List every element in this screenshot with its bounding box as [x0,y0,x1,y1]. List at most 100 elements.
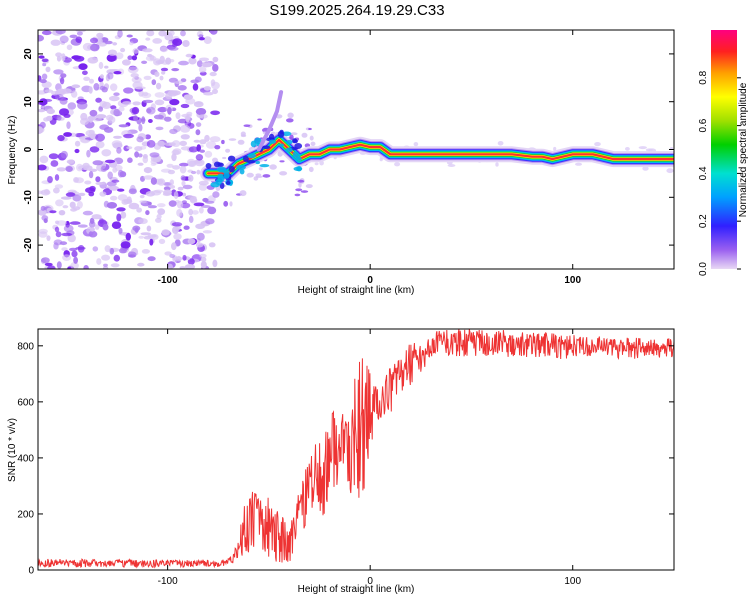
noise-blob [63,132,72,137]
noise-blob [88,171,94,179]
noise-blob [103,126,114,133]
noise-blob [193,101,204,108]
ridge-blob [205,163,212,169]
noise-blob [212,56,219,63]
noise-blob [60,196,72,200]
noise-blob [39,79,47,84]
noise-blob [294,193,301,197]
noise-blob [175,112,181,120]
noise-blob [38,55,45,59]
noise-blob [221,139,225,145]
noise-blob [77,101,88,110]
noise-blob [65,192,76,197]
noise-blob [59,35,69,44]
noise-blob [142,48,153,53]
noise-blob [212,191,220,198]
noise-blob [47,176,53,183]
noise-blob [269,164,277,170]
noise-blob [78,63,88,70]
noise-blob [132,48,140,54]
noise-blob [132,81,143,90]
noise-blob [38,228,48,234]
noise-blob [173,233,182,241]
noise-blob [183,225,190,230]
noise-blob [128,188,137,195]
ridge-blob [292,139,298,144]
noise-blob [38,108,46,113]
noise-blob [172,38,183,46]
noise-blob [172,226,179,235]
snr-ytick-label: 0 [28,566,34,577]
noise-blob [239,190,247,197]
noise-blob [60,73,67,78]
spectrogram-ytick-label: 10 [23,96,34,108]
noise-blob [164,33,174,41]
noise-blob [201,62,213,68]
colorbar-tick-label: 0.0 [698,262,709,276]
noise-blob [101,149,112,157]
ridge-spur [256,90,284,152]
noise-blob [92,160,104,166]
noise-blob [94,224,100,230]
noise-blob [447,164,456,167]
noise-blob [666,168,674,174]
noise-blob [71,55,81,60]
ridge-blob [217,176,225,183]
noise-blob [54,226,60,233]
noise-blob [127,157,133,163]
noise-blob [104,40,113,45]
noise-blob [83,265,89,269]
noise-blob [195,122,202,127]
spectrogram-xtick-label: 100 [564,275,581,286]
noise-blob [196,30,204,38]
noise-blob [161,70,166,75]
noise-blob [255,173,262,177]
noise-blob [495,162,499,167]
noise-blob [286,118,294,123]
spectrogram-ytick-label: 20 [23,48,34,60]
noise-blob [39,121,46,129]
noise-blob [73,177,79,183]
noise-blob [113,71,122,75]
noise-blob [154,99,165,106]
noise-blob [243,124,251,127]
noise-blob [90,37,98,44]
noise-blob [187,258,195,265]
noise-blob [154,71,160,77]
noise-blob [54,184,64,189]
snr-ticks: -100 0 100 0 200 400 600 800 [17,329,674,587]
noise-blob [140,118,146,122]
noise-blob [106,54,117,62]
noise-blob [212,88,218,95]
noise-blob [163,182,172,186]
ridge-blob [261,145,271,150]
noise-blob [62,254,72,261]
noise-blob [167,169,175,175]
ridge-blob [279,129,284,135]
noise-blob [179,266,186,269]
noise-blob [141,249,150,254]
noise-blob [198,66,207,73]
ridge-blob [216,166,227,173]
noise-blob [110,195,118,201]
noise-blob [209,30,218,35]
noise-blob [129,41,134,46]
noise-blob [99,191,107,197]
noise-blob [177,186,184,191]
ridge-blob [217,162,224,167]
noise-blob [118,227,123,234]
noise-blob [159,75,164,81]
noise-blob [63,224,74,233]
noise-blob [75,36,83,43]
noise-blob [179,124,191,133]
ridge-blob [223,172,230,179]
ridge-blob [282,131,292,137]
noise-blob [209,71,217,77]
noise-blob [90,44,100,52]
noise-blob [60,150,68,159]
noise-blob [143,75,152,80]
noise-blob [95,140,105,149]
noise-blob [188,208,194,216]
noise-blob [203,86,211,91]
